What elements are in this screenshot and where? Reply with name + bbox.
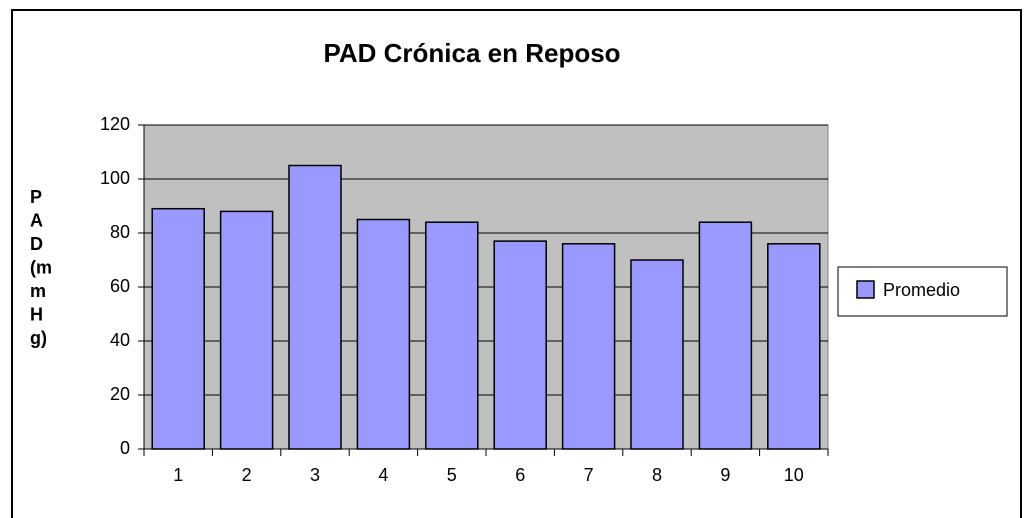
y-axis-label: P (30, 187, 42, 207)
bar (151, 207, 205, 450)
y-tick-label: 120 (100, 114, 130, 134)
bar (767, 243, 821, 450)
bar (425, 221, 479, 450)
chart-title: PAD Crónica en Reposo (323, 38, 620, 68)
y-axis-label: (m (30, 257, 52, 277)
x-tick-label: 8 (652, 465, 662, 485)
x-tick-label: 2 (242, 465, 252, 485)
y-axis-label: H (30, 304, 43, 324)
y-tick-label: 100 (100, 168, 130, 188)
y-tick-label: 40 (110, 330, 130, 350)
x-tick-label: 3 (310, 465, 320, 485)
x-tick-label: 9 (720, 465, 730, 485)
y-axis-label: D (30, 234, 43, 254)
legend-swatch (856, 280, 875, 299)
y-tick-label: 20 (110, 384, 130, 404)
x-tick-label: 10 (784, 465, 804, 485)
y-tick-label: 0 (120, 438, 130, 458)
bar (561, 243, 616, 450)
bar (630, 259, 684, 450)
legend-box (837, 266, 1008, 317)
bar (219, 210, 274, 450)
y-axis-label: A (30, 210, 43, 230)
x-tick-label: 6 (515, 465, 525, 485)
x-tick-label: 1 (173, 465, 183, 485)
bar (698, 221, 753, 450)
y-axis-label: m (30, 281, 46, 301)
bar (356, 218, 411, 450)
bar (493, 240, 547, 450)
y-tick-label: 60 (110, 276, 130, 296)
x-tick-label: 4 (378, 465, 388, 485)
x-tick-label: 5 (447, 465, 457, 485)
y-tick-label: 80 (110, 222, 130, 242)
x-tick-label: 7 (584, 465, 594, 485)
bar (288, 164, 342, 450)
legend-label: Promedio (883, 280, 960, 300)
y-axis-label: g) (30, 328, 47, 348)
